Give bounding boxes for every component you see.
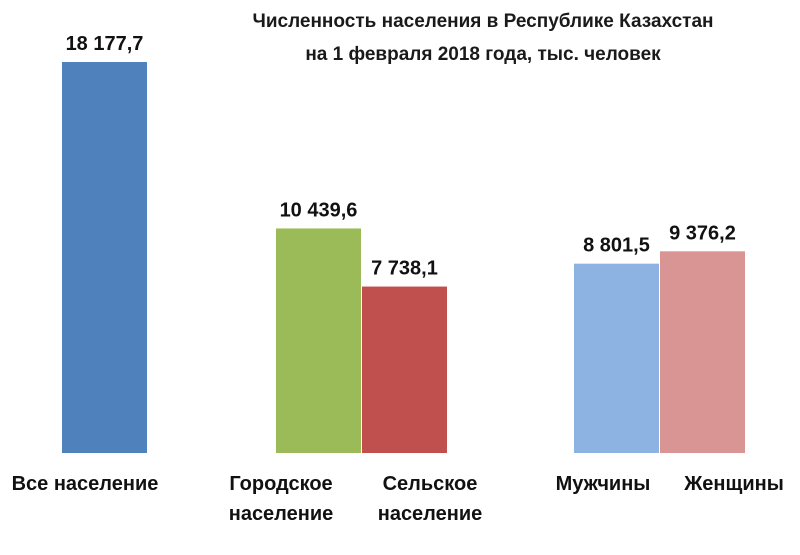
bar-value-label-0: 18 177,7 (66, 33, 144, 55)
value-labels: 18 177,7 10 439,6 7 738,1 8 801,5 9 376,2 (66, 33, 736, 280)
category-label-2-line-0: Сельское (383, 473, 478, 495)
bar-2 (362, 286, 447, 453)
chart-title: Численность населения в Республике Казах… (252, 11, 713, 65)
bars (62, 62, 745, 453)
bar-4 (660, 251, 745, 453)
category-label-1-line-0: Городское (229, 473, 332, 495)
bar-0 (62, 62, 147, 453)
bar-1 (276, 228, 361, 453)
category-label-0-line-0: Все население (12, 473, 159, 495)
bar-value-label-1: 10 439,6 (280, 199, 358, 221)
category-label-4-line-0: Женщины (683, 473, 784, 495)
chart-title-line-1: Численность населения в Республике Казах… (252, 11, 713, 32)
chart-title-line-2: на 1 февраля 2018 года, тыс. человек (305, 44, 661, 65)
bar-value-label-2: 7 738,1 (371, 258, 438, 280)
bar-3 (574, 263, 659, 453)
bar-value-label-4: 9 376,2 (669, 222, 736, 244)
category-label-2-line-1: население (378, 503, 483, 525)
category-label-3-line-0: Мужчины (556, 473, 651, 495)
bar-value-label-3: 8 801,5 (583, 235, 650, 257)
category-label-1-line-1: население (229, 503, 334, 525)
category-labels: Все население Городское население Сельское н… (12, 473, 784, 525)
